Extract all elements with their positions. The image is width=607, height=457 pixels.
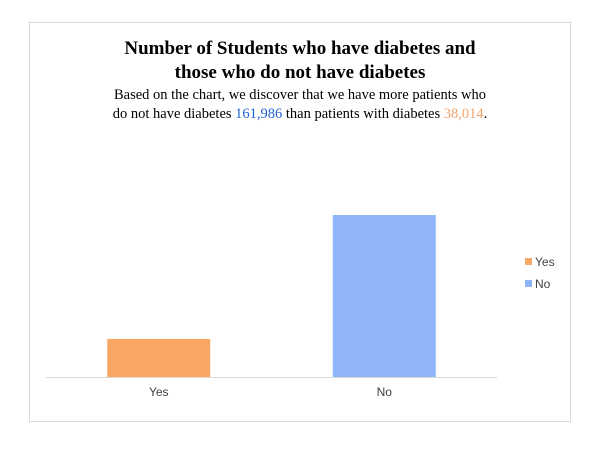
subtitle-line2-mid: than patients with diabetes [282, 106, 444, 122]
legend-swatch-no [525, 280, 532, 287]
legend-swatch-yes [525, 258, 532, 265]
x-tick-label: Yes [149, 385, 169, 399]
subtitle-line1: Based on the chart, we discover that we … [113, 87, 487, 103]
chart-subtitle: Based on the chart, we discover that we … [0, 86, 600, 124]
legend-label-yes: Yes [535, 255, 555, 269]
legend-label-no: No [535, 277, 551, 291]
chart-title-line1: Number of Students who have diabetes and [124, 38, 476, 59]
bar-no [332, 215, 436, 377]
chart-title: Number of Students who have diabetes and… [0, 37, 600, 85]
no-count-highlight: 161,986 [235, 106, 283, 122]
subtitle-line2-pre: do not have diabetes [112, 106, 236, 122]
x-tick-label: No [377, 385, 393, 399]
chart-title-line2: those who do not have diabetes [174, 62, 426, 83]
yes-count-highlight: 38,014 [443, 106, 484, 122]
subtitle-line2-end: . [483, 106, 488, 122]
subtitle-line2: do not have diabetes 161,986 than patien… [0, 105, 600, 124]
bar-yes [107, 338, 211, 377]
